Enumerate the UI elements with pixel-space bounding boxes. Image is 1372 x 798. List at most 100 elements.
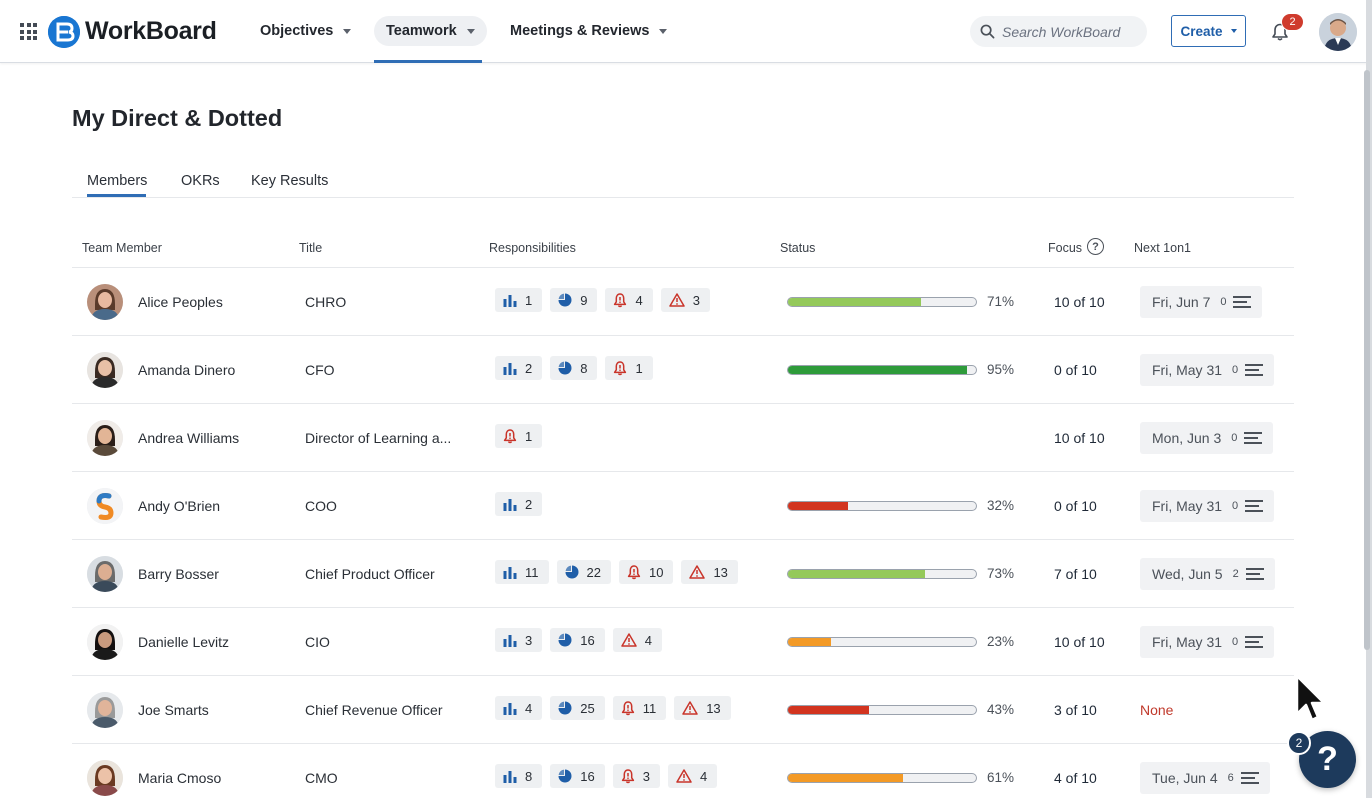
pie-chart-chip[interactable]: 16 [550, 764, 605, 788]
warning-chip[interactable]: 3 [660, 288, 710, 312]
next-1on1-button[interactable]: Fri, May 31 0 [1140, 626, 1275, 658]
bell-alert-chip[interactable]: 4 [605, 288, 653, 312]
pie-chart-chip[interactable]: 25 [550, 696, 605, 720]
table-row[interactable]: Amanda Dinero CFO 2 8 1 95% 0 of 10 Fri, May 31… [72, 336, 1294, 404]
column-header-responsibilities[interactable]: Responsibilities [489, 241, 576, 255]
tab-key-results[interactable]: Key Results [251, 173, 329, 189]
bell-alert-icon [621, 768, 643, 784]
warning-chip[interactable]: 4 [612, 628, 662, 652]
chip-count: 11 [525, 564, 539, 580]
bell-alert-icon [503, 428, 525, 444]
next-1on1-button[interactable]: Fri, Jun 7 0 [1140, 286, 1263, 318]
table-row[interactable]: Alice Peoples CHRO 1 9 4 3 71% 10 of 10 Fri, Jun… [72, 268, 1294, 336]
bar-chart-icon [503, 566, 525, 579]
workboard-logo[interactable]: WorkBoard [48, 15, 217, 48]
next-1on1-button[interactable]: Wed, Jun 5 2 [1140, 558, 1275, 590]
search-icon [980, 24, 995, 39]
member-avatar[interactable] [87, 284, 123, 320]
nav-active-indicator [374, 60, 482, 63]
create-label: Create [1180, 23, 1223, 39]
nav-teamwork[interactable]: Teamwork [374, 16, 487, 46]
tab-okrs[interactable]: OKRs [181, 173, 220, 189]
member-name[interactable]: Amanda Dinero [138, 362, 236, 378]
table-row[interactable]: Maria Cmoso CMO 8 16 3 4 61% 4 of 10 Tue, Jun 4 6 [72, 744, 1294, 798]
bar-chart-icon [503, 770, 525, 783]
focus-help-icon[interactable]: ? [1087, 238, 1104, 255]
create-button[interactable]: Create [1171, 15, 1246, 47]
status-progress-bar[interactable] [787, 637, 977, 647]
app-grid-icon[interactable] [20, 23, 37, 40]
member-name[interactable]: Maria Cmoso [138, 770, 222, 786]
warning-chip[interactable]: 4 [667, 764, 718, 788]
bell-alert-chip[interactable]: 1 [605, 356, 653, 380]
bar-chart-chip[interactable]: 1 [495, 288, 543, 312]
member-avatar[interactable] [87, 352, 123, 388]
bar-chart-chip[interactable]: 8 [495, 764, 543, 788]
pie-chart-chip[interactable]: 8 [550, 356, 598, 380]
member-avatar[interactable] [87, 556, 123, 592]
bar-chart-chip[interactable]: 11 [495, 560, 549, 584]
pie-chart-chip[interactable]: 9 [550, 288, 598, 312]
member-name[interactable]: Danielle Levitz [138, 634, 230, 650]
focus-value: 10 of 10 [1054, 430, 1105, 446]
bell-alert-chip[interactable]: 11 [612, 696, 667, 720]
bell-alert-icon [627, 564, 649, 580]
member-name[interactable]: Andrea Williams [138, 430, 240, 446]
chevron-down-icon [1230, 29, 1237, 33]
pie-chart-chip[interactable]: 22 [556, 560, 611, 584]
member-name[interactable]: Joe Smarts [138, 702, 209, 718]
table-row[interactable]: Barry Bosser Chief Product Officer 11 22 10 1… [72, 540, 1294, 608]
status-percent: 71% [987, 294, 1015, 309]
pie-chart-chip[interactable]: 16 [550, 628, 605, 652]
member-avatar[interactable] [87, 488, 123, 524]
member-avatar[interactable] [87, 624, 123, 660]
nav-objectives[interactable]: Objectives [248, 16, 363, 46]
status-progress-bar[interactable] [787, 365, 977, 375]
status-percent: 43% [987, 702, 1015, 717]
bar-chart-chip[interactable]: 2 [495, 356, 543, 380]
column-header-title[interactable]: Title [299, 241, 323, 255]
member-name[interactable]: Andy O'Brien [138, 498, 221, 514]
next-1on1-button[interactable]: Tue, Jun 4 6 [1140, 762, 1270, 794]
warning-chip[interactable]: 13 [681, 560, 738, 584]
nav-meetings-reviews[interactable]: Meetings & Reviews [498, 16, 679, 46]
next-1on1-button[interactable]: Fri, May 31 0 [1140, 490, 1275, 522]
status-progress-bar[interactable] [787, 297, 977, 307]
member-name[interactable]: Barry Bosser [138, 566, 219, 582]
bar-chart-chip[interactable]: 2 [495, 492, 543, 516]
tab-members[interactable]: Members [87, 173, 148, 189]
next-1on1-button[interactable]: Fri, May 31 0 [1140, 354, 1275, 386]
bell-alert-chip[interactable]: 10 [618, 560, 674, 584]
tab-bar: Members OKRs Key Results [72, 170, 1294, 198]
member-name[interactable]: Alice Peoples [138, 294, 223, 310]
search-box[interactable] [970, 16, 1147, 47]
status-progress-bar[interactable] [787, 773, 977, 783]
status-progress-fill [788, 502, 849, 510]
member-title: Chief Product Officer [305, 566, 435, 582]
user-avatar[interactable] [1319, 13, 1357, 51]
column-header-team-member[interactable]: Team Member [82, 241, 162, 255]
search-input[interactable] [1002, 23, 1142, 40]
bar-chart-chip[interactable]: 3 [495, 628, 543, 652]
table-row[interactable]: Andrea Williams Director of Learning a...… [72, 404, 1294, 472]
bell-alert-chip[interactable]: 1 [495, 424, 543, 448]
member-avatar[interactable] [87, 760, 123, 796]
warning-icon [682, 701, 706, 715]
member-avatar[interactable] [87, 692, 123, 728]
scrollbar[interactable] [1364, 70, 1370, 650]
member-avatar[interactable] [87, 420, 123, 456]
next-1on1-none[interactable]: None [1140, 702, 1174, 718]
column-header-focus[interactable]: Focus [1048, 241, 1083, 255]
warning-chip[interactable]: 13 [674, 696, 731, 720]
bell-alert-chip[interactable]: 3 [612, 764, 660, 788]
column-header-next-1on1[interactable]: Next 1on1 [1134, 241, 1191, 255]
table-row[interactable]: Joe Smarts Chief Revenue Officer 4 25 11 13 43… [72, 676, 1294, 744]
column-header-status[interactable]: Status [780, 241, 816, 255]
table-row[interactable]: Andy O'Brien COO 2 32% 0 of 10 Fri, May 31 0 [72, 472, 1294, 540]
bar-chart-chip[interactable]: 4 [495, 696, 543, 720]
status-progress-bar[interactable] [787, 501, 977, 511]
status-progress-bar[interactable] [787, 569, 977, 579]
next-1on1-button[interactable]: Mon, Jun 3 0 [1140, 422, 1274, 454]
status-progress-bar[interactable] [787, 705, 977, 715]
table-row[interactable]: Danielle Levitz CIO 3 16 4 23% 10 of 10 Fri, Ma… [72, 608, 1294, 676]
